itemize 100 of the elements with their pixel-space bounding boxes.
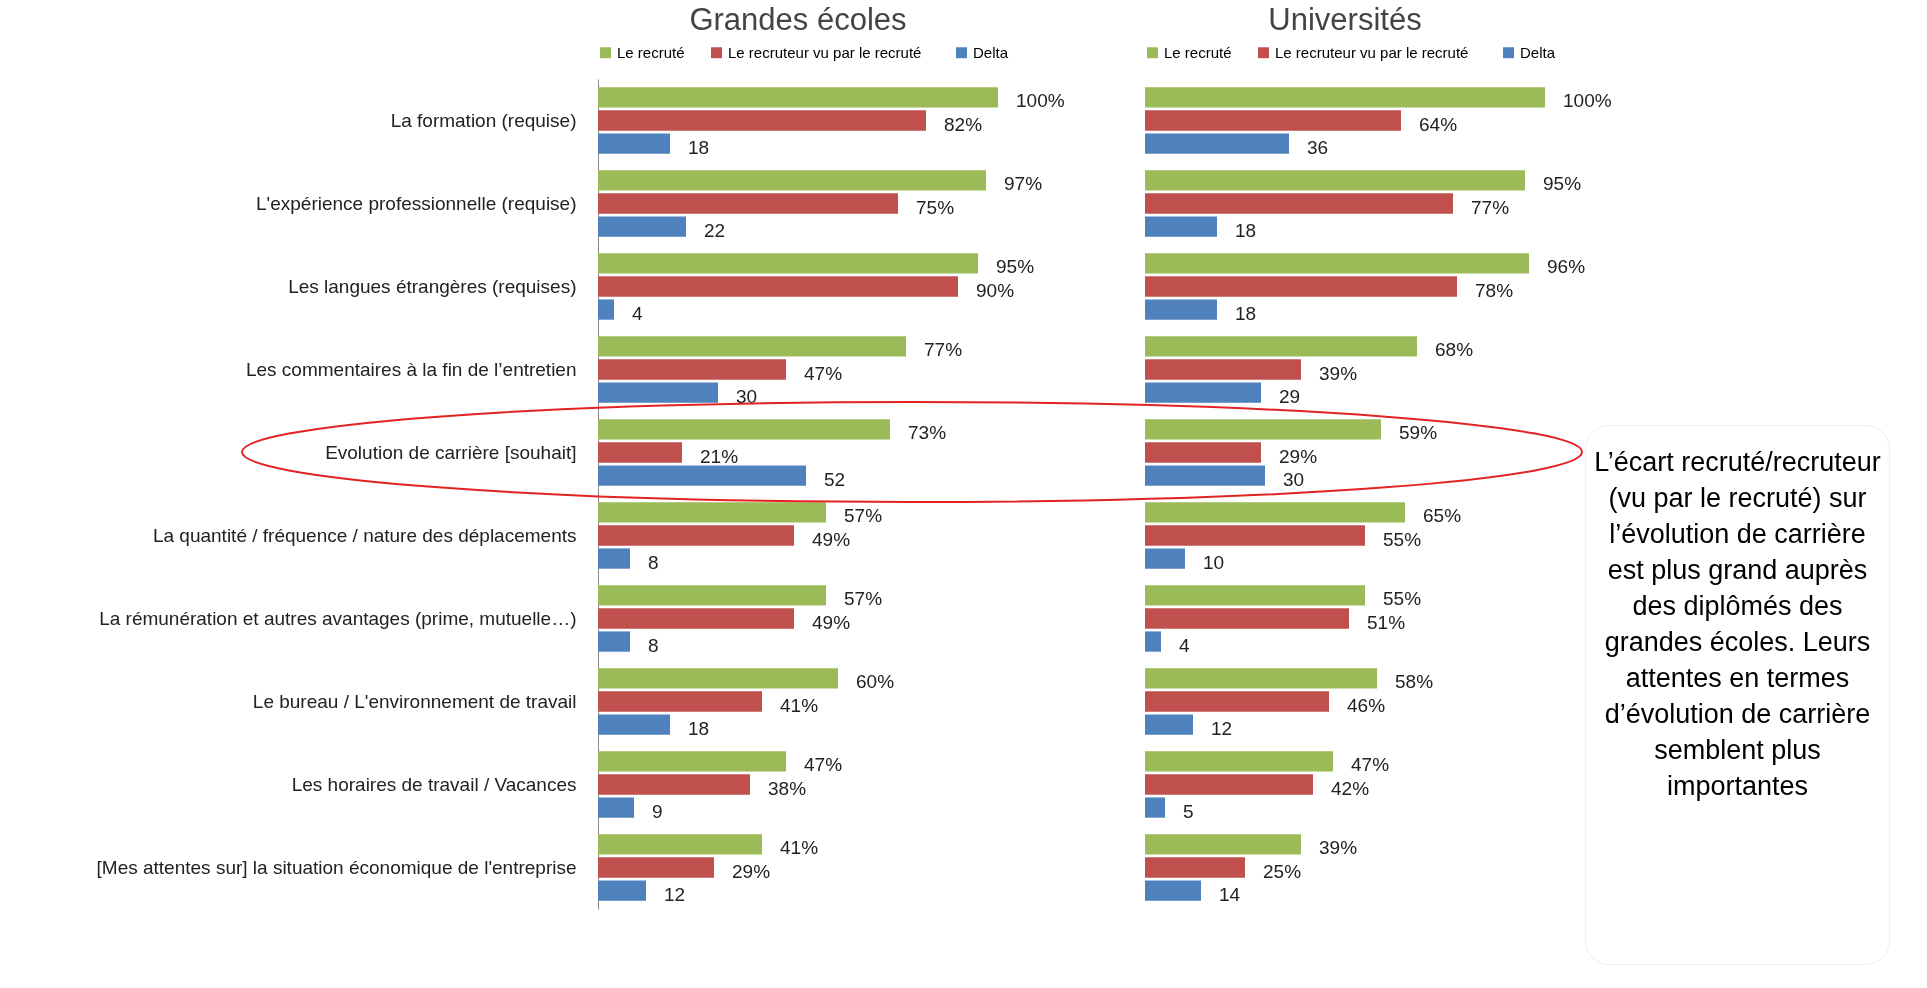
bar — [598, 170, 986, 191]
bar — [598, 585, 826, 606]
data-label: 36 — [1307, 136, 1329, 158]
legend-label: Delta — [1520, 43, 1556, 61]
data-label: 29 — [1279, 385, 1301, 407]
y-tick-label: La formation (requise) — [390, 109, 577, 131]
data-label: 30 — [1283, 468, 1305, 490]
bar — [1145, 170, 1525, 191]
data-label: 39% — [1319, 837, 1358, 859]
data-label: 73% — [908, 422, 947, 444]
data-label: 42% — [1331, 777, 1370, 799]
bar — [1145, 110, 1401, 131]
bar — [1145, 880, 1201, 901]
bar — [598, 691, 762, 712]
bar — [598, 668, 838, 689]
data-label: 22 — [704, 219, 726, 241]
data-label: 90% — [976, 279, 1015, 301]
data-label: 5 — [1183, 800, 1194, 822]
bar — [598, 133, 670, 154]
data-label: 8 — [648, 634, 659, 656]
data-label: 18 — [1235, 302, 1257, 324]
data-label: 29% — [732, 860, 771, 882]
data-label: 4 — [632, 302, 643, 324]
bar — [1145, 834, 1301, 855]
data-label: 95% — [1543, 173, 1582, 195]
data-label: 4 — [1179, 634, 1190, 656]
data-label: 14 — [1219, 883, 1241, 905]
legend-label: Delta — [973, 43, 1009, 61]
data-label: 52 — [824, 468, 846, 490]
y-tick-label: Les horaires de travail / Vacances — [291, 773, 577, 795]
bar — [1145, 253, 1529, 274]
data-label: 55% — [1383, 528, 1422, 550]
legend-label: Le recruté — [617, 43, 685, 61]
bar — [1145, 133, 1289, 154]
bar — [1145, 797, 1165, 818]
data-label: 10 — [1203, 551, 1225, 573]
data-label: 47% — [804, 362, 843, 384]
bar — [598, 880, 646, 901]
data-label: 95% — [996, 256, 1035, 278]
data-label: 21% — [700, 445, 739, 467]
legend-label: Le recruteur vu par le recruté — [1275, 43, 1469, 61]
data-label: 49% — [812, 611, 851, 633]
bar — [1145, 714, 1193, 735]
data-label: 29% — [1279, 445, 1318, 467]
data-label: 38% — [768, 777, 807, 799]
bar — [1145, 276, 1457, 297]
bar — [598, 382, 718, 403]
bar — [1145, 857, 1245, 878]
bar — [1145, 502, 1405, 523]
data-label: 77% — [924, 339, 963, 361]
bar — [598, 253, 978, 274]
bar — [598, 442, 682, 463]
data-label: 51% — [1367, 611, 1406, 633]
data-label: 57% — [844, 505, 883, 527]
data-label: 60% — [856, 671, 895, 693]
data-label: 8 — [648, 551, 659, 573]
data-label: 58% — [1395, 671, 1434, 693]
data-label: 47% — [1351, 754, 1390, 776]
data-label: 96% — [1547, 256, 1586, 278]
data-label: 55% — [1383, 588, 1422, 610]
bar — [598, 525, 794, 546]
legend-label: Le recruté — [1164, 43, 1232, 61]
data-label: 75% — [916, 196, 955, 218]
data-label: 82% — [944, 113, 983, 135]
y-tick-label: Le bureau / L'environnement de travail — [252, 690, 577, 712]
bar — [598, 216, 686, 237]
data-label: 12 — [664, 883, 686, 905]
y-tick-label: Les langues étrangères (requises) — [288, 275, 577, 297]
data-label: 41% — [780, 694, 819, 716]
data-label: 18 — [688, 717, 710, 739]
bar — [1145, 691, 1329, 712]
bar — [1145, 299, 1217, 320]
bar — [1145, 382, 1261, 403]
bar — [1145, 442, 1261, 463]
bar — [1145, 216, 1217, 237]
bar — [598, 608, 794, 629]
data-label: 57% — [844, 588, 883, 610]
bar — [598, 751, 786, 772]
bar — [1145, 585, 1365, 606]
bar — [598, 110, 926, 131]
data-label: 41% — [780, 837, 819, 859]
bar — [1145, 774, 1313, 795]
bar — [598, 299, 614, 320]
bar — [598, 359, 786, 380]
bar — [1145, 419, 1381, 440]
bar — [1145, 608, 1349, 629]
bar — [1145, 751, 1333, 772]
data-label: 65% — [1423, 505, 1462, 527]
data-label: 100% — [1016, 90, 1065, 112]
text: L’écart recruté/recruteur (vu par le recruté) sur l’évolution de carrière est plus grand auprès des diplômés des grandes écoles. Leurs attentes en termes d’évolution de carrière semblent plus importantes — [1594, 447, 1881, 801]
bar — [1145, 336, 1417, 357]
bar — [1145, 465, 1265, 486]
data-label: 47% — [804, 754, 843, 776]
data-label: 39% — [1319, 362, 1358, 384]
data-label: 18 — [688, 136, 710, 158]
y-tick-label: La quantité / fréquence / nature des déplacements — [152, 524, 577, 546]
data-label: 30 — [736, 385, 758, 407]
bar — [598, 774, 750, 795]
data-label: 97% — [1004, 173, 1043, 195]
bar — [598, 502, 826, 523]
